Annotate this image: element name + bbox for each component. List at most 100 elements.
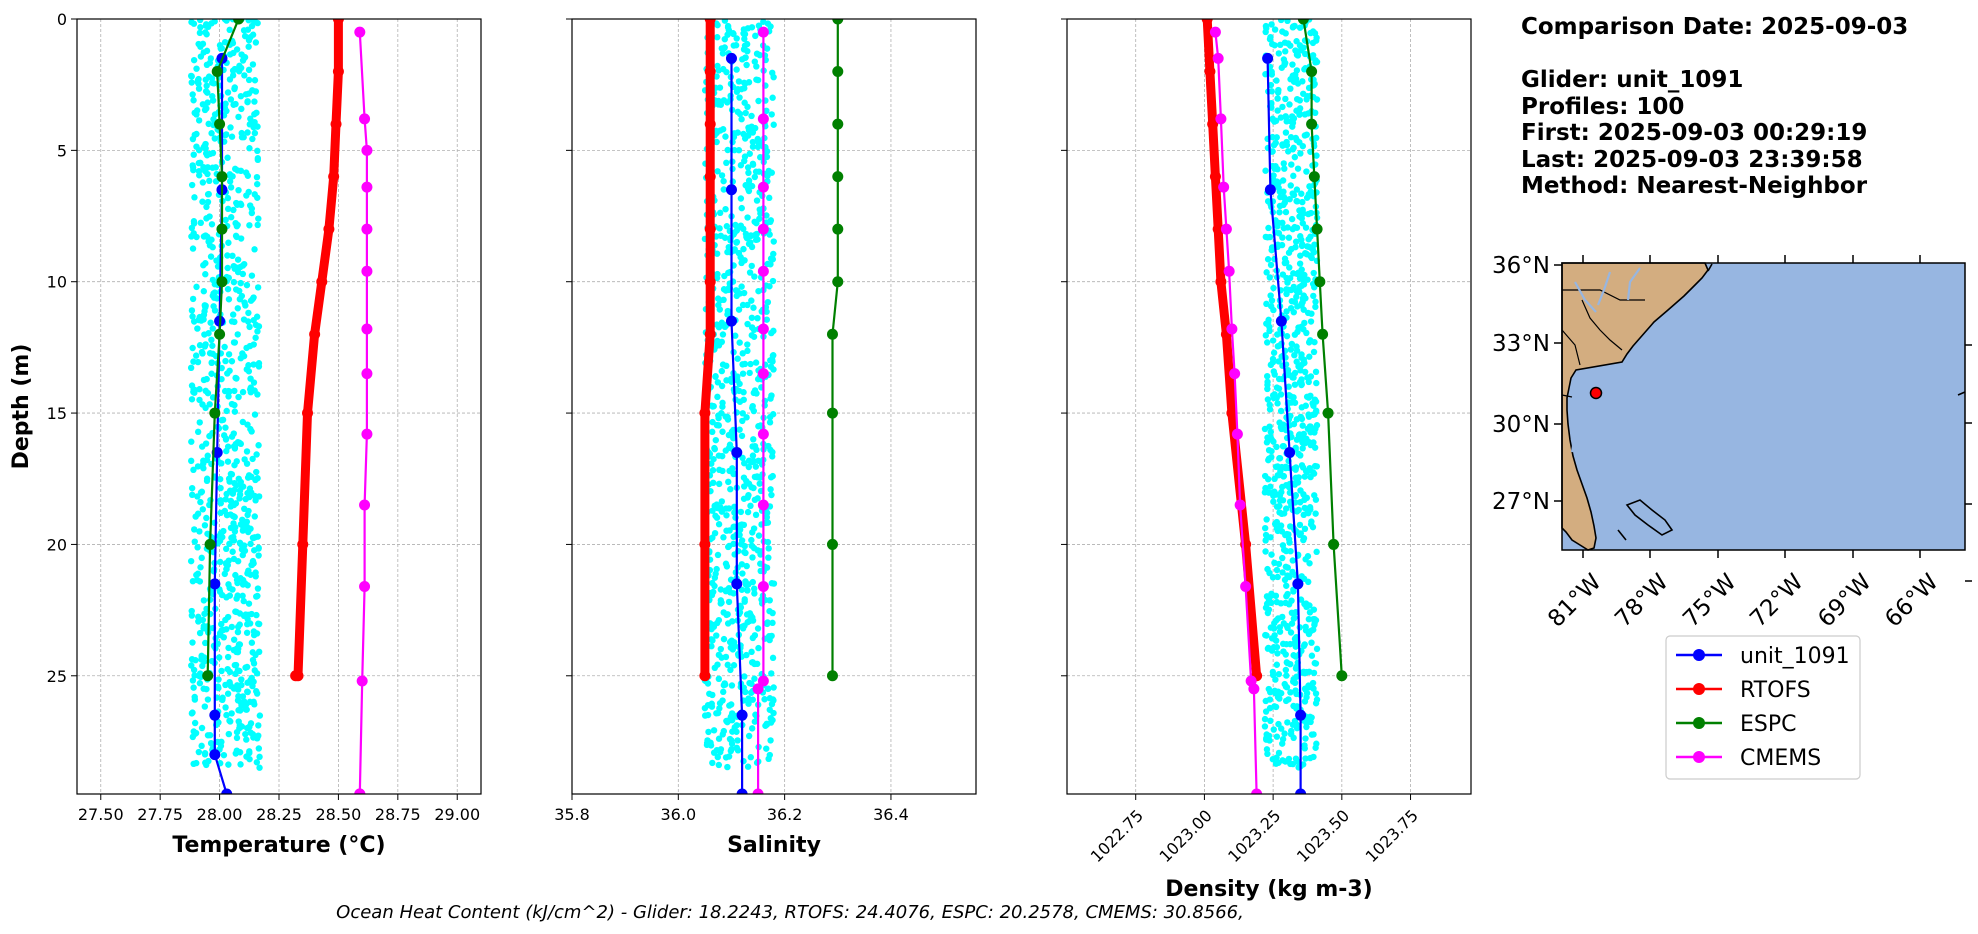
scatter-point <box>1312 303 1319 311</box>
scatter-point <box>748 324 756 331</box>
scatter-point <box>197 219 204 227</box>
scatter-point <box>1293 107 1300 114</box>
scatter-point <box>1270 178 1277 185</box>
scatter-point <box>191 386 199 394</box>
scatter-point <box>1275 385 1283 392</box>
scatter-point <box>1268 551 1275 558</box>
scatter-point <box>738 586 746 593</box>
x-ticks: 27.50 27.75 28.00 28.25 28.50 28.75 29.00 <box>78 794 480 824</box>
series-point <box>332 66 344 78</box>
scatter-point <box>224 370 231 377</box>
scatter-point <box>242 730 249 738</box>
scatter-point <box>210 80 218 87</box>
scatter-point <box>1271 632 1278 639</box>
scatter-point <box>1297 233 1304 240</box>
scatter-point <box>751 496 759 504</box>
scatter-point <box>740 483 748 490</box>
scatter-point <box>714 551 722 559</box>
scatter-point <box>740 245 747 253</box>
scatter-point <box>750 544 758 552</box>
series-point <box>832 19 844 25</box>
scatter-point <box>1307 233 1314 240</box>
scatter-point <box>189 313 196 320</box>
scatter-point <box>240 597 247 605</box>
scatter-point <box>766 607 773 615</box>
scatter-point <box>1290 675 1297 683</box>
scatter-point <box>1277 193 1284 201</box>
panel-2: 35.8 36.0 36.2 36.4 Salinity <box>554 18 977 858</box>
scatter-point <box>1282 505 1290 512</box>
scatter-point <box>1312 690 1320 697</box>
scatter-point <box>719 428 726 435</box>
scatter-point <box>710 727 718 734</box>
scatter-point <box>1293 67 1301 74</box>
scatter-point <box>744 508 752 516</box>
scatter-point <box>1292 466 1299 473</box>
scatter-point <box>748 123 755 130</box>
series-point <box>328 171 340 183</box>
series-point <box>1231 428 1243 440</box>
scatter-point <box>745 491 752 499</box>
scatter-point <box>226 540 233 548</box>
scatter-point <box>218 375 225 383</box>
scatter-point <box>1300 668 1307 676</box>
scatter-point <box>769 453 776 460</box>
scatter-point <box>1271 687 1278 695</box>
scatter-point <box>239 592 246 600</box>
scatter-point <box>735 78 743 85</box>
series-rtofs <box>290 19 344 682</box>
scatter-point <box>763 514 771 521</box>
scatter-point <box>199 616 207 624</box>
scatter-point <box>236 487 244 494</box>
scatter-point <box>763 148 771 155</box>
scatter-point <box>204 732 212 739</box>
scatter-point <box>196 419 203 426</box>
scatter-point <box>1276 209 1283 216</box>
scatter-point <box>715 735 723 742</box>
scatter-point <box>1262 604 1270 611</box>
scatter-point <box>1274 95 1281 102</box>
scatter-point <box>739 454 746 462</box>
scatter-point <box>209 149 217 157</box>
scatter-point <box>236 721 243 729</box>
scatter-point <box>722 505 730 512</box>
scatter-point <box>244 688 251 695</box>
scatter-point <box>770 580 778 587</box>
scatter-point <box>188 73 195 80</box>
scatter-point <box>744 214 751 221</box>
scatter-point <box>1278 463 1286 471</box>
scatter-point <box>1283 640 1290 648</box>
scatter-point <box>206 213 213 220</box>
scatter-point <box>1285 755 1293 763</box>
scatter-point <box>236 287 243 295</box>
scatter-point <box>769 69 776 77</box>
lon-label: 66°W <box>1880 569 1943 632</box>
scatter-point <box>236 62 243 70</box>
scatter-point <box>717 586 724 593</box>
scatter-point <box>256 764 263 771</box>
series-point <box>204 538 216 550</box>
scatter-point <box>192 513 199 520</box>
series-point <box>1215 276 1227 288</box>
scatter-point <box>201 751 209 758</box>
series-point <box>1295 788 1307 794</box>
scatter-point <box>1278 725 1285 732</box>
scatter-point <box>1272 676 1279 683</box>
scatter-point <box>719 331 727 338</box>
scatter-point <box>1264 372 1271 380</box>
scatter-point <box>1299 78 1306 85</box>
scatter-point <box>743 586 751 594</box>
scatter-point <box>745 695 752 702</box>
scatter-point <box>751 632 759 639</box>
scatter-point <box>1307 754 1314 762</box>
scatter-point <box>1282 482 1290 489</box>
scatter-point <box>1305 394 1312 401</box>
scatter-point <box>223 407 230 415</box>
series-point <box>1264 184 1276 196</box>
scatter-point <box>724 611 731 618</box>
lon-label: 72°W <box>1745 569 1808 632</box>
scatter-point <box>239 576 247 584</box>
scatter-point <box>1307 318 1315 325</box>
scatter-point <box>770 684 777 691</box>
scatter-point <box>737 540 745 548</box>
